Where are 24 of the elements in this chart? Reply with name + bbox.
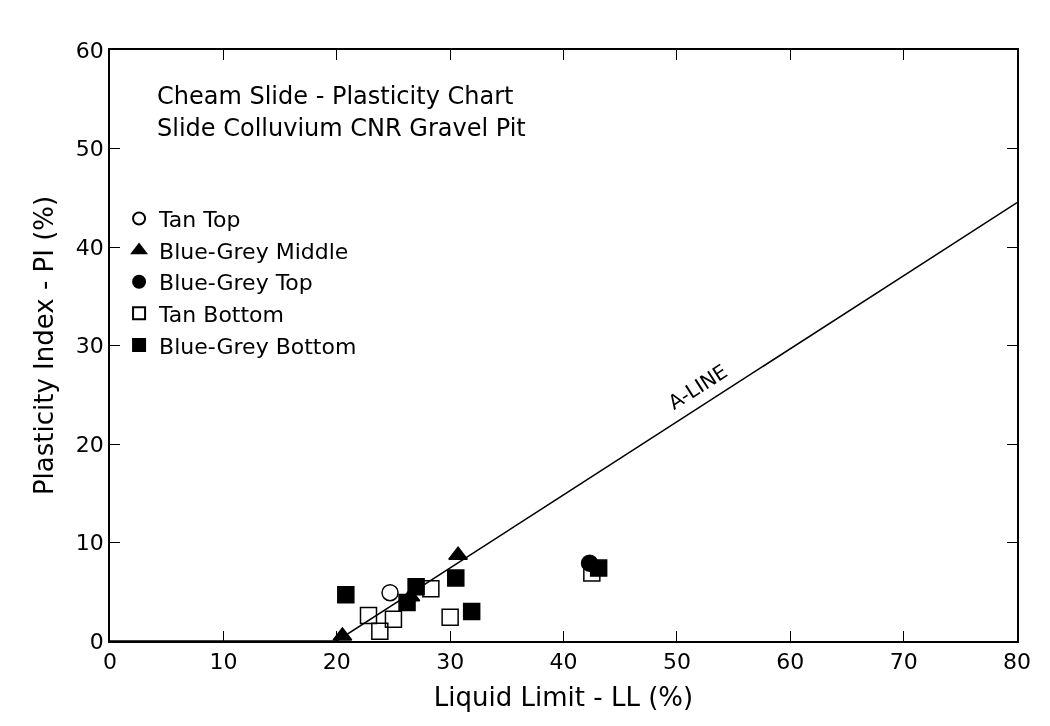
text: Slide Colluvium CNR Gravel Pit — [157, 114, 526, 142]
y-axis-title: Plasticity Index - PI (%) — [28, 195, 59, 496]
x-axis-title: Liquid Limit - LL (%) — [433, 682, 694, 713]
legend-label: Blue-Grey Middle — [159, 238, 349, 264]
x-tick-label: 50 — [662, 649, 691, 675]
x-tick-label: 40 — [549, 649, 578, 675]
x-tick-label: 80 — [1003, 649, 1031, 675]
y-tick-label: 0 — [89, 628, 104, 654]
y-tick-label: 10 — [75, 530, 104, 556]
y-tick-label: 30 — [75, 333, 104, 359]
legend-label: Tan Bottom — [158, 301, 284, 327]
x-tick-label: 30 — [436, 649, 465, 675]
legend-label: Blue-Grey Bottom — [159, 333, 357, 359]
text: Cheam Slide - Plasticity Chart — [157, 82, 514, 110]
legend-label: Blue-Grey Top — [159, 270, 313, 296]
y-tick-label: 60 — [75, 37, 104, 63]
y-tick-label: 20 — [75, 431, 104, 457]
y-tick-label: 50 — [75, 136, 104, 162]
legend-label: Tan Top — [158, 207, 241, 233]
x-tick-label: 60 — [776, 649, 805, 675]
x-tick-label: 70 — [889, 649, 918, 675]
x-tick-label: 10 — [209, 649, 238, 675]
x-tick-label: 20 — [322, 649, 351, 675]
y-tick-label: 40 — [75, 234, 104, 260]
